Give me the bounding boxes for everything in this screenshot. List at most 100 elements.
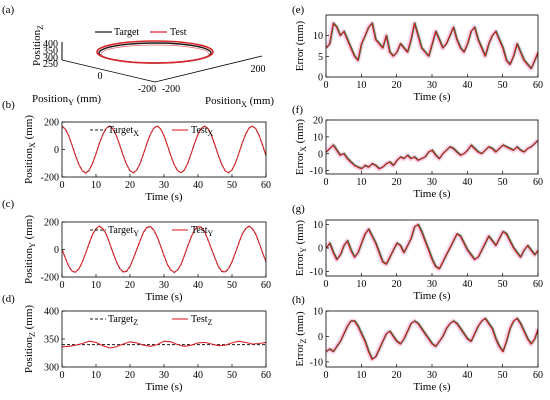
x-tick-label: 10 xyxy=(91,370,101,381)
legend-test-label: Test xyxy=(170,27,187,38)
x-axis-label: PositionX (mm) xyxy=(205,95,274,109)
x-tick-label: 60 xyxy=(261,280,271,291)
x-tick-label: 30 xyxy=(159,180,169,191)
y-axis-floor xyxy=(154,55,263,83)
x-tick-label: 60 xyxy=(261,180,271,191)
panel-label: (g) xyxy=(292,203,305,215)
x-tick-label: 50 xyxy=(227,180,237,191)
series-group xyxy=(62,340,266,349)
x-tick-label: 60 xyxy=(533,80,543,91)
test-line xyxy=(62,340,266,349)
x-tick-label: 50 xyxy=(498,80,508,91)
x-axis-floor xyxy=(61,59,156,83)
x-tick-label: 10 xyxy=(356,279,366,290)
x-tick-label: 0 xyxy=(324,80,329,91)
x-axis-label: Time (s) xyxy=(413,91,451,103)
y-tick-label: 0 xyxy=(54,245,59,256)
y-tick-label: 300 xyxy=(44,363,59,374)
y-tick-label: 20 xyxy=(313,116,323,127)
y-tick-label: 200 xyxy=(44,118,59,129)
legend: Target Test xyxy=(95,27,187,38)
legend-test-label: TestZ xyxy=(191,314,213,327)
x-tick-label: 30 xyxy=(427,177,437,188)
x-tick-label: 0 xyxy=(60,280,65,291)
x-tick-label: -200 xyxy=(162,84,180,95)
y-axis-label: PositionY (mm) xyxy=(23,215,37,284)
x-tick-label: 40 xyxy=(462,370,472,381)
series-group xyxy=(62,225,266,274)
x-tick-label: 10 xyxy=(356,80,366,91)
y-tick-label: 10 xyxy=(313,220,323,231)
x-tick-label: 60 xyxy=(533,177,543,188)
y-tick-label: 0 xyxy=(54,145,59,156)
x-tick-label: 0 xyxy=(60,180,65,191)
y-tick-label: 5 xyxy=(318,52,323,63)
z-tick-label: 400 xyxy=(43,39,58,50)
series-group xyxy=(62,125,266,174)
x-tick-label: 0 xyxy=(324,370,329,381)
x-tick-label: 40 xyxy=(193,370,203,381)
series-group xyxy=(326,316,538,362)
y-tick-label: 0 xyxy=(98,71,103,82)
legend: TargetY TestY xyxy=(90,225,214,238)
legend: TargetZ TestZ xyxy=(90,314,213,327)
x-tick-label: 0 xyxy=(60,370,65,381)
test-trajectory-inner xyxy=(100,44,210,64)
y-tick-label: -10 xyxy=(310,267,323,278)
y-tick-label: 400 xyxy=(44,307,59,318)
x-tick-label: 60 xyxy=(533,279,543,290)
y-tick-label: 350 xyxy=(44,335,59,346)
y-tick-label: -10 xyxy=(310,166,323,177)
error-line xyxy=(326,22,538,70)
error-band xyxy=(326,138,538,172)
x-tick-label: 10 xyxy=(356,177,366,188)
panel-label: (c) xyxy=(2,198,15,210)
x-tick-label: 20 xyxy=(392,177,402,188)
series-group xyxy=(326,222,538,272)
x-tick-label: 20 xyxy=(392,279,402,290)
y-tick-label: -10 xyxy=(310,357,323,368)
x-tick-label: 40 xyxy=(462,279,472,290)
panel-label: (b) xyxy=(2,99,15,111)
y-axis-label: PositionY (mm) xyxy=(32,93,101,107)
x-tick-label: 60 xyxy=(261,370,271,381)
x-tick-label: 60 xyxy=(533,370,543,381)
legend-target-label: Target xyxy=(114,27,139,38)
y-axis-label: ErrorX (mm) xyxy=(294,119,308,176)
x-axis-label: Time (s) xyxy=(413,381,451,393)
x-tick-label: 20 xyxy=(125,280,135,291)
x-tick-label: 20 xyxy=(125,180,135,191)
x-tick-label: 40 xyxy=(193,280,203,291)
error-band xyxy=(326,222,538,272)
series-group xyxy=(326,20,538,72)
y-tick-label: 0 xyxy=(318,244,323,255)
x-tick-label: 30 xyxy=(427,279,437,290)
error-line xyxy=(326,139,538,170)
panel-label: (e) xyxy=(292,4,305,16)
panel-label: (a) xyxy=(2,4,15,16)
x-tick-label: 40 xyxy=(193,180,203,191)
y-tick-label: -200 xyxy=(41,173,59,184)
panel-label: (h) xyxy=(292,294,305,306)
x-tick-label: 50 xyxy=(498,370,508,381)
x-tick-label: 50 xyxy=(227,370,237,381)
y-tick-label: 10 xyxy=(313,307,323,318)
panel-label: (f) xyxy=(292,104,303,116)
error-line xyxy=(326,318,538,360)
z-axis-label: PositionZ xyxy=(31,25,45,66)
x-tick-label: 30 xyxy=(427,80,437,91)
x-tick-label: 40 xyxy=(462,177,472,188)
x-tick-label: 50 xyxy=(227,280,237,291)
legend: TargetX TestX xyxy=(90,125,214,138)
x-tick-label: 10 xyxy=(91,180,101,191)
y-tick-label: 10 xyxy=(313,31,323,42)
x-tick-label: 30 xyxy=(427,370,437,381)
y-tick-label: 0 xyxy=(318,73,323,84)
y-axis-label: Error (mm) xyxy=(294,20,306,71)
legend-test-label: TestY xyxy=(191,225,214,238)
legend-test-label: TestX xyxy=(191,125,214,138)
